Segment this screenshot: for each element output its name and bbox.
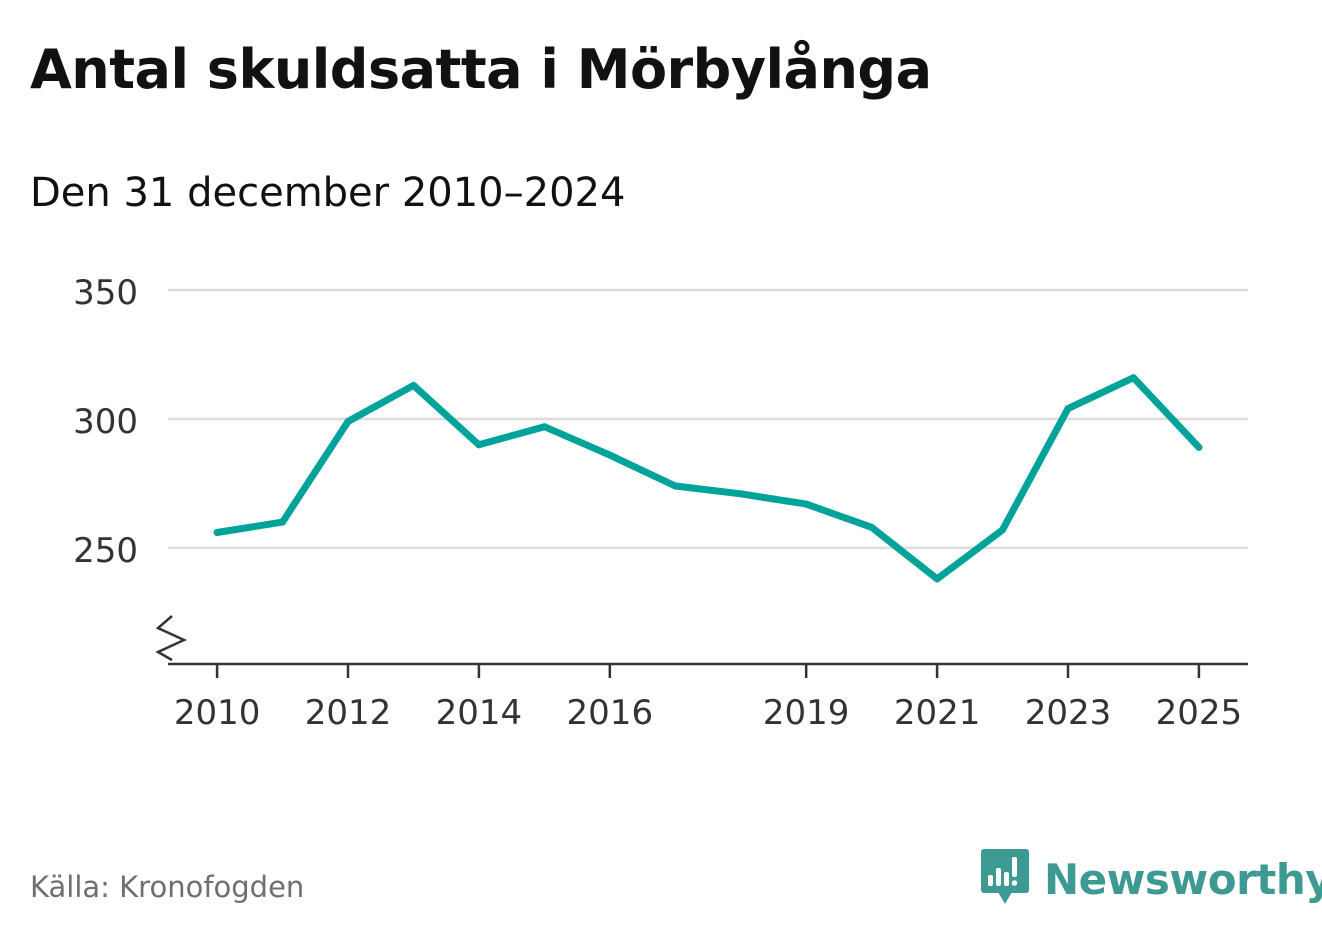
brand-name: Newsworthy [1044, 854, 1322, 904]
data-point [475, 441, 483, 449]
x-tick-label: 2016 [567, 693, 654, 733]
series-line [213, 374, 1203, 583]
x-tick-label: 2023 [1025, 693, 1112, 733]
x-tick-label: 2025 [1156, 693, 1243, 733]
y-tick-label: 350 [73, 273, 138, 313]
data-point [540, 423, 548, 431]
data-point [737, 490, 745, 498]
data-point [606, 451, 614, 459]
x-tick-label: 2012 [305, 693, 392, 733]
y-tick-label: 250 [73, 531, 138, 571]
data-point [409, 381, 417, 389]
data-point [868, 523, 876, 531]
data-point [344, 418, 352, 426]
newsworthy-logo: Newsworthy [980, 848, 1322, 910]
x-tick-label: 2021 [894, 693, 981, 733]
x-tick-label: 2010 [174, 693, 261, 733]
data-point [999, 526, 1007, 534]
data-point [1195, 443, 1203, 451]
data-point [1064, 405, 1072, 413]
x-tick-label: 2014 [436, 693, 523, 733]
data-point [671, 482, 679, 490]
data-point [279, 518, 287, 526]
y-axis-break-icon [155, 615, 187, 662]
data-point [933, 575, 941, 583]
chart-title: Antal skuldsatta i Mörbylånga [30, 38, 932, 101]
y-tick-label: 300 [73, 402, 138, 442]
x-tick-label: 2019 [763, 693, 850, 733]
data-point [1129, 374, 1137, 382]
source-note: Källa: Kronofogden [30, 870, 305, 904]
data-point [213, 528, 221, 536]
newsworthy-logo-icon [981, 849, 1029, 904]
data-point [802, 500, 810, 508]
chart-subtitle: Den 31 december 2010–2024 [30, 170, 626, 216]
